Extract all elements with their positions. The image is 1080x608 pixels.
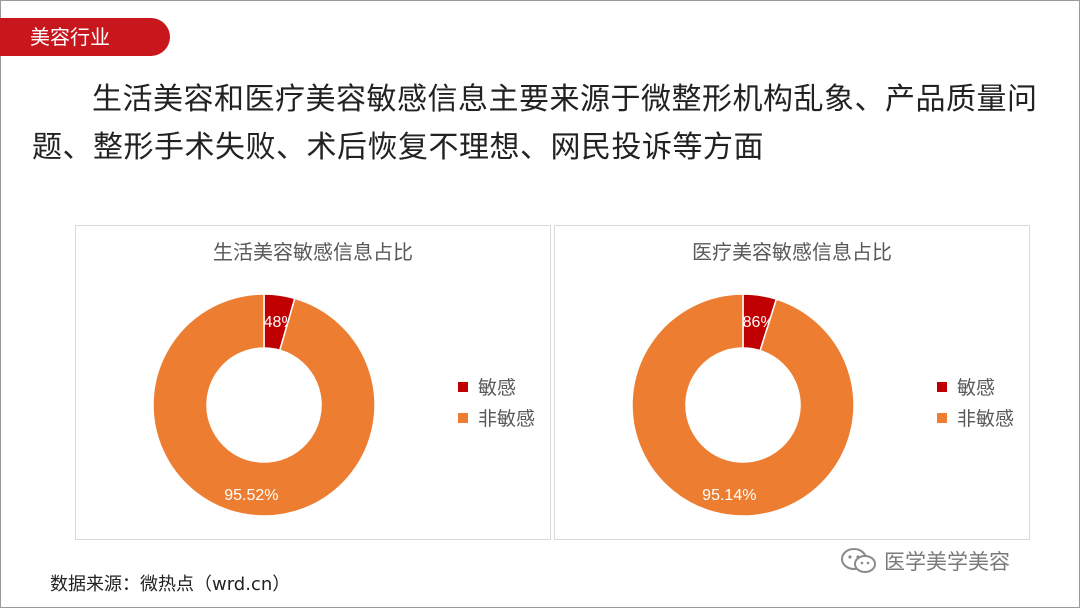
wechat-icon bbox=[841, 548, 876, 573]
watermark-text: 医学美学美容 bbox=[884, 550, 1010, 574]
chart-title: 生活美容敏感信息占比 bbox=[213, 240, 413, 264]
section-tag: 美容行业 bbox=[0, 18, 170, 56]
chart-panel-life: 生活美容敏感信息占比 4.48% 95.52% 敏感 非敏感 bbox=[75, 225, 551, 540]
legend-item-sensitive: 敏感 bbox=[937, 371, 1014, 402]
legend-label: 敏感 bbox=[478, 377, 517, 399]
legend-swatch-sensitive bbox=[937, 381, 947, 392]
watermark: 医学美学美容 bbox=[840, 546, 1010, 576]
legend-swatch-non-sensitive bbox=[458, 412, 468, 423]
legend-label: 非敏感 bbox=[478, 408, 536, 430]
donut-chart-svg: 4.86%95.14% bbox=[631, 293, 855, 517]
headline-text: 生活美容和医疗美容敏感信息主要来源于微整形机构乱象、产品质量问题、整形手术失败、… bbox=[32, 82, 1038, 165]
data-label-non-sensitive: 95.52% bbox=[224, 487, 278, 504]
legend-swatch-sensitive bbox=[458, 381, 468, 392]
chart-title: 医疗美容敏感信息占比 bbox=[692, 240, 892, 264]
legend-label: 非敏感 bbox=[957, 408, 1015, 430]
headline: 生活美容和医疗美容敏感信息主要来源于微整形机构乱象、产品质量问题、整形手术失败、… bbox=[32, 76, 1052, 172]
legend-label: 敏感 bbox=[957, 377, 996, 399]
legend-item-non-sensitive: 非敏感 bbox=[937, 402, 1014, 433]
chart-legend: 敏感 非敏感 bbox=[458, 371, 535, 433]
legend-swatch-non-sensitive bbox=[937, 412, 947, 423]
donut-chart-svg: 4.48%95.52% bbox=[152, 293, 376, 517]
legend-item-sensitive: 敏感 bbox=[458, 371, 535, 402]
slice-non-sensitive bbox=[631, 293, 855, 517]
chart-panel-medical: 医疗美容敏感信息占比 4.86% 95.14% 敏感 非敏感 bbox=[554, 225, 1030, 540]
slice-non-sensitive bbox=[152, 293, 376, 517]
chart-legend: 敏感 非敏感 bbox=[937, 371, 1014, 433]
legend-item-non-sensitive: 非敏感 bbox=[458, 402, 535, 433]
data-source-note: 数据来源：微热点（wrd.cn） bbox=[50, 574, 291, 595]
data-label-non-sensitive: 95.14% bbox=[702, 487, 756, 504]
